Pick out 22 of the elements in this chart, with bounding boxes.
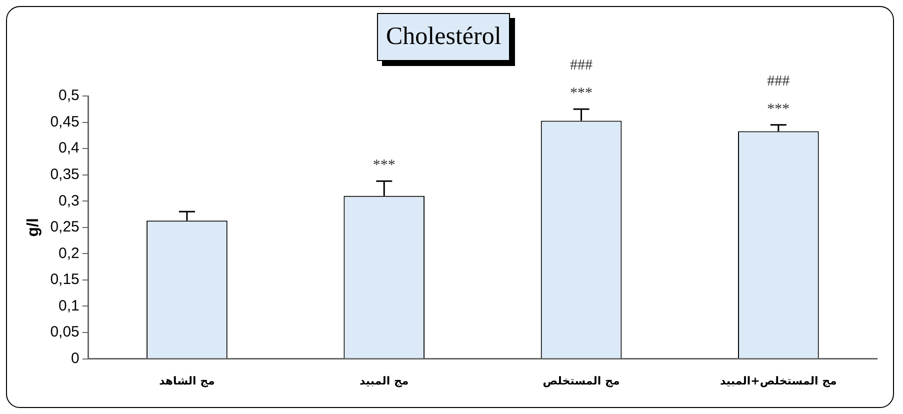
annotation: ### xyxy=(767,73,790,90)
y-tick-label: 0,3 xyxy=(58,192,80,210)
y-tick-label: 0,35 xyxy=(50,166,80,183)
x-tick-label: مج المبيد xyxy=(360,374,409,388)
chart-title: Cholestérol xyxy=(377,13,510,61)
y-tick-label: 0,05 xyxy=(50,324,80,341)
y-tick-label: 0,25 xyxy=(50,218,80,236)
y-tick-label: 0,4 xyxy=(58,140,80,157)
y-tick-label: 0,45 xyxy=(50,113,80,130)
y-tick-label: 0,1 xyxy=(58,297,80,314)
x-tick-label: مج الشاهد xyxy=(159,374,215,388)
annotation: ### xyxy=(570,58,594,74)
x-tick-label: مج المستخلص+المبيد xyxy=(720,374,837,388)
annotation: *** xyxy=(570,86,593,102)
y-tick-label: 0 xyxy=(71,350,80,367)
y-tick-label: 0,2 xyxy=(58,244,80,262)
y-tick-label: 0,15 xyxy=(50,271,80,288)
annotation: *** xyxy=(767,101,790,118)
y-axis-title: g/l xyxy=(25,218,42,237)
annotation: *** xyxy=(372,158,396,174)
x-tick-label: مج المستخلص xyxy=(542,374,620,388)
y-tick-label: 0,5 xyxy=(58,87,80,104)
